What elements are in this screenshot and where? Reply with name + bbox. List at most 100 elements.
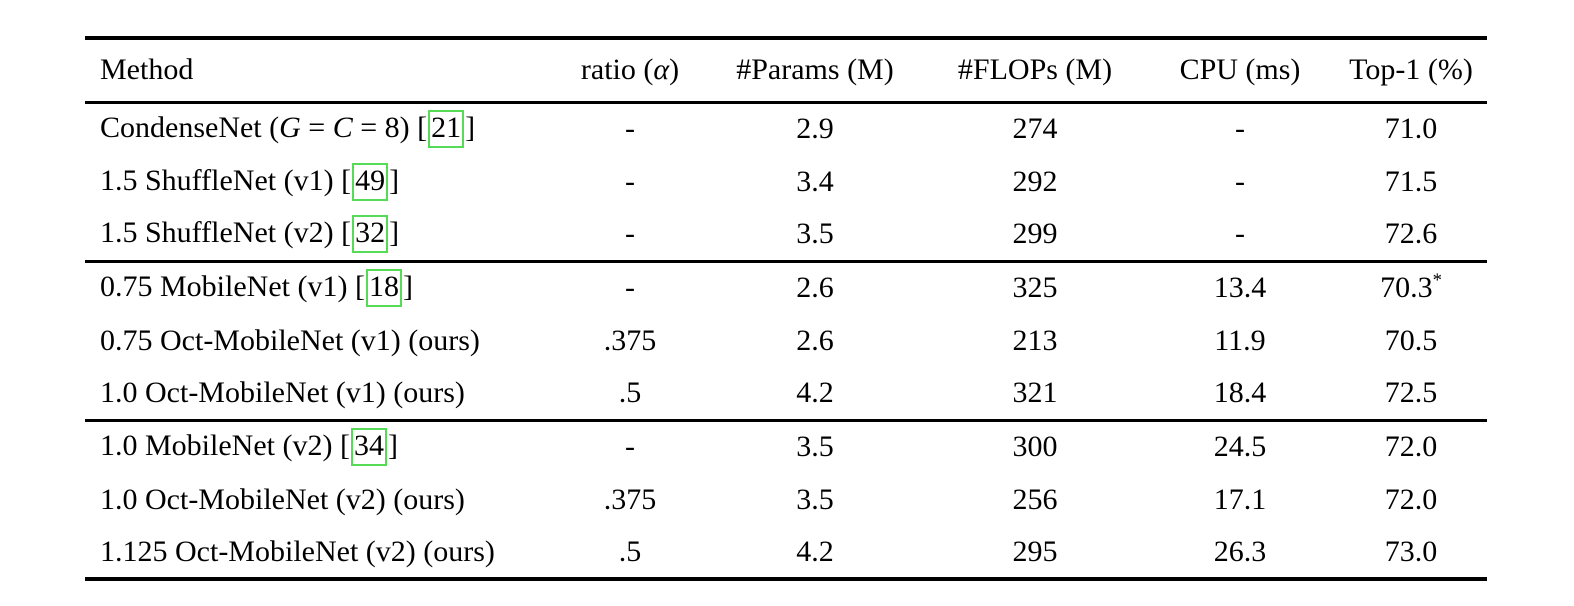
cpu-cell: 11.9 bbox=[1214, 323, 1266, 357]
table-row: CondenseNet (G = C = 8) [21] - 2.9 274 -… bbox=[85, 102, 1487, 155]
method-text: 1.5 ShuffleNet (v2) bbox=[100, 215, 334, 249]
col-header-params: #Params (M) bbox=[736, 53, 894, 87]
ratio-label-suffix: ) bbox=[669, 53, 680, 87]
top1-cell: 70.3* bbox=[1335, 261, 1487, 314]
bracket-open: [ bbox=[339, 429, 350, 463]
cpu-cell: 17.1 bbox=[1213, 482, 1267, 516]
bracket-open: [ bbox=[341, 215, 352, 249]
top1-cell: 71.5 bbox=[1384, 164, 1438, 198]
col-header-cpu: CPU (ms) bbox=[1179, 53, 1301, 87]
table-row: 0.75 Oct-MobileNet (v1) (ours) .375 2.6 … bbox=[85, 314, 1487, 367]
bracket-close: ] bbox=[465, 111, 476, 145]
cpu-cell: - bbox=[1235, 164, 1245, 198]
params-cell: 4.2 bbox=[796, 375, 834, 409]
cpu-cell: 26.3 bbox=[1213, 534, 1267, 568]
method-text: 1.0 Oct-MobileNet (v2) (ours) bbox=[100, 482, 465, 516]
flops-cell: 295 bbox=[1012, 534, 1058, 568]
params-cell: 3.5 bbox=[796, 430, 834, 464]
method-cell: CondenseNet (G = C = 8) [21] bbox=[85, 102, 555, 155]
method-text: 0.75 Oct-MobileNet (v1) (ours) bbox=[100, 323, 480, 357]
method-text: 1.0 MobileNet (v2) bbox=[100, 429, 333, 463]
col-header-flops: #FLOPs (M) bbox=[957, 53, 1113, 87]
cpu-cell: - bbox=[1235, 216, 1245, 250]
table-row: 0.75 MobileNet (v1) [18] - 2.6 325 13.4 … bbox=[85, 261, 1487, 314]
params-cell: 3.4 bbox=[796, 164, 834, 198]
citation-number: 32 bbox=[352, 214, 389, 253]
citation-link[interactable]: [18] bbox=[354, 269, 413, 308]
bracket-close: ] bbox=[387, 429, 398, 463]
header-row: Method ratio (α) #Params (M) #FLOPs (M) … bbox=[85, 38, 1487, 102]
cpu-cell: - bbox=[1235, 112, 1245, 146]
top1-cell: 72.6 bbox=[1384, 216, 1438, 250]
bracket-close: ] bbox=[389, 215, 400, 249]
ratio-cell: .5 bbox=[618, 534, 642, 568]
citation-number: 49 bbox=[352, 162, 389, 201]
top1-cell: 73.0 bbox=[1384, 534, 1438, 568]
citation-link[interactable]: [32] bbox=[341, 214, 400, 253]
top1-cell: 72.0 bbox=[1384, 430, 1438, 464]
method-cell: 1.0 MobileNet (v2) [34] bbox=[85, 420, 555, 473]
method-cell: 1.125 Oct-MobileNet (v2) (ours) bbox=[85, 526, 555, 579]
top1-value: 70.3 bbox=[1380, 271, 1433, 305]
citation-number: 18 bbox=[365, 269, 402, 308]
bracket-close: ] bbox=[389, 163, 400, 197]
method-cell: 0.75 MobileNet (v1) [18] bbox=[85, 261, 555, 314]
params-cell: 2.6 bbox=[796, 323, 834, 357]
ratio-cell: - bbox=[625, 430, 635, 464]
table-row: 1.0 Oct-MobileNet (v2) (ours) .375 3.5 2… bbox=[85, 473, 1487, 526]
flops-cell: 300 bbox=[1012, 430, 1058, 464]
citation-link[interactable]: [34] bbox=[339, 428, 398, 467]
flops-cell: 274 bbox=[1012, 112, 1058, 146]
citation-link[interactable]: [49] bbox=[341, 162, 400, 201]
bracket-open: [ bbox=[417, 111, 428, 145]
table-row: 1.0 Oct-MobileNet (v1) (ours) .5 4.2 321… bbox=[85, 367, 1487, 420]
top1-cell: 70.5 bbox=[1384, 323, 1438, 357]
table-row: 1.125 Oct-MobileNet (v2) (ours) .5 4.2 2… bbox=[85, 526, 1487, 579]
citation-link[interactable]: [21] bbox=[417, 110, 476, 149]
method-cell: 1.5 ShuffleNet (v1) [49] bbox=[85, 155, 555, 208]
math-var-g: G bbox=[279, 111, 301, 145]
citation-number: 21 bbox=[428, 110, 465, 149]
ratio-cell: - bbox=[625, 164, 635, 198]
params-cell: 3.5 bbox=[796, 216, 834, 250]
bracket-open: [ bbox=[341, 163, 352, 197]
bracket-close: ] bbox=[402, 270, 413, 304]
ratio-cell: - bbox=[625, 216, 635, 250]
cpu-cell: 18.4 bbox=[1213, 375, 1267, 409]
alpha-symbol: α bbox=[653, 53, 670, 87]
params-cell: 2.6 bbox=[796, 271, 834, 305]
table-row: 1.5 ShuffleNet (v2) [32] - 3.5 299 - 72.… bbox=[85, 208, 1487, 261]
method-text: 1.5 ShuffleNet (v1) bbox=[100, 163, 334, 197]
bracket-open: [ bbox=[354, 270, 365, 304]
method-text: 1.0 Oct-MobileNet (v1) (ours) bbox=[100, 375, 465, 409]
top1-cell: 71.0 bbox=[1384, 112, 1438, 146]
cpu-cell: 13.4 bbox=[1213, 271, 1267, 305]
cpu-cell: 24.5 bbox=[1213, 430, 1267, 464]
top1-cell: 72.0 bbox=[1384, 482, 1438, 516]
ratio-cell: .5 bbox=[618, 375, 642, 409]
params-cell: 4.2 bbox=[796, 534, 834, 568]
results-table: Method ratio (α) #Params (M) #FLOPs (M) … bbox=[85, 36, 1487, 581]
table-row: 1.0 MobileNet (v2) [34] - 3.5 300 24.5 7… bbox=[85, 420, 1487, 473]
group-mobilenet-v2: 1.0 MobileNet (v2) [34] - 3.5 300 24.5 7… bbox=[85, 420, 1487, 579]
flops-cell: 292 bbox=[1012, 164, 1058, 198]
top1-cell: 72.5 bbox=[1384, 375, 1438, 409]
footnote-star: * bbox=[1432, 270, 1442, 292]
col-header-method: Method bbox=[100, 53, 194, 87]
flops-cell: 325 bbox=[1012, 271, 1058, 305]
group-mobilenet-v1: 0.75 MobileNet (v1) [18] - 2.6 325 13.4 … bbox=[85, 261, 1487, 420]
flops-cell: 256 bbox=[1012, 482, 1058, 516]
ratio-cell: - bbox=[625, 112, 635, 146]
method-cell: 1.0 Oct-MobileNet (v1) (ours) bbox=[85, 367, 555, 420]
flops-cell: 299 bbox=[1012, 216, 1058, 250]
ratio-label-prefix: ratio ( bbox=[580, 53, 654, 87]
method-cell: 0.75 Oct-MobileNet (v1) (ours) bbox=[85, 314, 555, 367]
group-baselines: CondenseNet (G = C = 8) [21] - 2.9 274 -… bbox=[85, 102, 1487, 261]
method-text: 1.125 Oct-MobileNet (v2) (ours) bbox=[100, 534, 495, 568]
math-eq: = bbox=[300, 111, 333, 145]
flops-cell: 213 bbox=[1012, 323, 1058, 357]
method-text: 0.75 MobileNet (v1) bbox=[100, 270, 348, 304]
math-var-c: C bbox=[332, 111, 353, 145]
ratio-cell: - bbox=[625, 271, 635, 305]
